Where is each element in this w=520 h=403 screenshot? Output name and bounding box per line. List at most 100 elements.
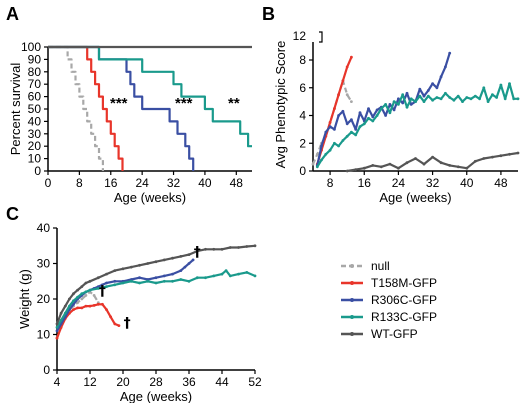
data-point-r133c-gfp [350, 130, 353, 134]
data-point-r133c-gfp [456, 94, 460, 98]
data-point-wt-gfp [362, 166, 366, 170]
y-tick-label: 100 [21, 40, 41, 54]
y-tick-label: 60 [28, 90, 42, 104]
data-point-r133c-gfp [388, 111, 392, 115]
data-point-r133c-gfp [146, 279, 150, 283]
data-point-r133c-gfp [422, 100, 426, 103]
x-tick-label: 20 [116, 375, 130, 389]
panel-a-letter: A [6, 4, 19, 24]
data-point-t158m-gfp [72, 308, 75, 311]
data-point-wt-gfp [129, 265, 133, 269]
legend-label-wt-gfp: WT-GFP [371, 327, 418, 341]
x-tick-label: 32 [167, 176, 181, 190]
x-tick-label: 8 [76, 176, 83, 190]
data-point-r133c-gfp [431, 98, 434, 102]
data-point-t158m-gfp [84, 304, 88, 308]
data-point-wt-gfp [237, 246, 240, 249]
data-point-r133c-gfp [204, 276, 207, 280]
y-axis-title: Weight (g) [17, 269, 32, 329]
data-point-t158m-gfp [337, 93, 340, 97]
data-point-r133c-gfp [320, 158, 323, 162]
data-point-r133c-gfp [187, 279, 191, 283]
data-point-wt-gfp [465, 166, 469, 170]
data-point-wt-gfp [146, 262, 150, 265]
data-point-t158m-gfp [333, 107, 336, 110]
y-tick-label: 6 [299, 81, 306, 95]
data-point-wt-gfp [473, 159, 477, 163]
data-point-wt-gfp [371, 164, 375, 167]
data-point-r306c-gfp [113, 279, 117, 283]
data-point-r306c-gfp [405, 91, 409, 95]
data-point-t158m-gfp [101, 302, 104, 306]
data-point-r133c-gfp [105, 285, 108, 288]
x-tick-label: 16 [358, 176, 372, 190]
data-point-wt-gfp [204, 247, 207, 251]
data-point-r133c-gfp [499, 83, 503, 87]
data-point-null [80, 297, 84, 301]
data-point-r133c-gfp [333, 141, 336, 145]
data-point-r306c-gfp [350, 118, 353, 122]
x-tick-label: 12 [83, 375, 97, 389]
x-tick-label: 24 [135, 176, 149, 190]
data-point-r133c-gfp [96, 287, 100, 290]
y-tick-label: 50 [28, 102, 42, 116]
data-point-r133c-gfp [495, 96, 498, 99]
data-point-r306c-gfp [333, 127, 336, 131]
data-point-r133c-gfp [228, 274, 232, 278]
data-point-r133c-gfp [401, 93, 405, 97]
y-tick-label: 0 [43, 363, 50, 377]
y-tick-label: 2 [299, 136, 306, 150]
data-point-r306c-gfp [358, 111, 362, 115]
data-point-wt-gfp [171, 256, 174, 260]
data-point-t158m-gfp [76, 306, 79, 310]
y-tick-label: 4 [299, 109, 306, 123]
data-point-wt-gfp [96, 276, 100, 280]
data-point-r306c-gfp [354, 127, 358, 131]
data-point-null [350, 100, 353, 103]
data-point-r133c-gfp [426, 94, 430, 98]
y-tick-label: 12 [293, 29, 307, 43]
data-point-r306c-gfp [105, 281, 108, 285]
data-point-t158m-gfp [117, 324, 121, 327]
data-point-r306c-gfp [320, 144, 323, 148]
data-point-r133c-gfp [315, 165, 319, 169]
data-point-r306c-gfp [409, 103, 413, 106]
legend-marker-r306c-gfp [350, 298, 354, 302]
data-point-r306c-gfp [345, 122, 349, 126]
data-point-r306c-gfp [162, 274, 166, 278]
data-point-r306c-gfp [154, 276, 158, 280]
data-point-wt-gfp [63, 304, 67, 308]
death-dagger-marker: † [124, 315, 131, 331]
axis-break-mark [319, 31, 323, 43]
data-point-wt-gfp [422, 162, 426, 166]
data-point-r133c-gfp [461, 100, 464, 103]
data-point-wt-gfp [516, 151, 520, 155]
data-point-r133c-gfp [59, 318, 63, 322]
data-point-r133c-gfp [55, 326, 59, 329]
data-point-t158m-gfp [341, 79, 345, 83]
data-point-r133c-gfp [179, 278, 183, 281]
data-point-r306c-gfp [418, 87, 422, 91]
data-point-r133c-gfp [452, 98, 456, 102]
series-line-t158m-gfp [316, 56, 353, 165]
data-point-wt-gfp [68, 297, 71, 301]
data-point-r133c-gfp [367, 116, 370, 120]
series-line-r133c-gfp [56, 269, 256, 328]
x-tick-label: 44 [215, 375, 229, 389]
data-point-r133c-gfp [162, 279, 166, 283]
data-point-r306c-gfp [388, 103, 392, 106]
data-point-r306c-gfp [367, 107, 370, 110]
data-point-r133c-gfp [503, 97, 507, 101]
x-axis-title: Age (weeks) [379, 190, 451, 205]
data-point-wt-gfp [499, 154, 503, 158]
x-tick-label: 48 [230, 176, 244, 190]
data-point-r306c-gfp [55, 329, 59, 333]
data-point-r133c-gfp [516, 97, 520, 101]
data-point-null [76, 301, 79, 304]
x-tick-label: 40 [198, 176, 212, 190]
panel-c-weight-chart: 4 12 20 28 36 44 52 0 10 20 30 40 Age (weeks) Weight … [17, 221, 262, 403]
x-tick-label: 32 [426, 176, 440, 190]
data-point-wt-gfp [72, 292, 75, 296]
data-point-wt-gfp [195, 249, 199, 253]
